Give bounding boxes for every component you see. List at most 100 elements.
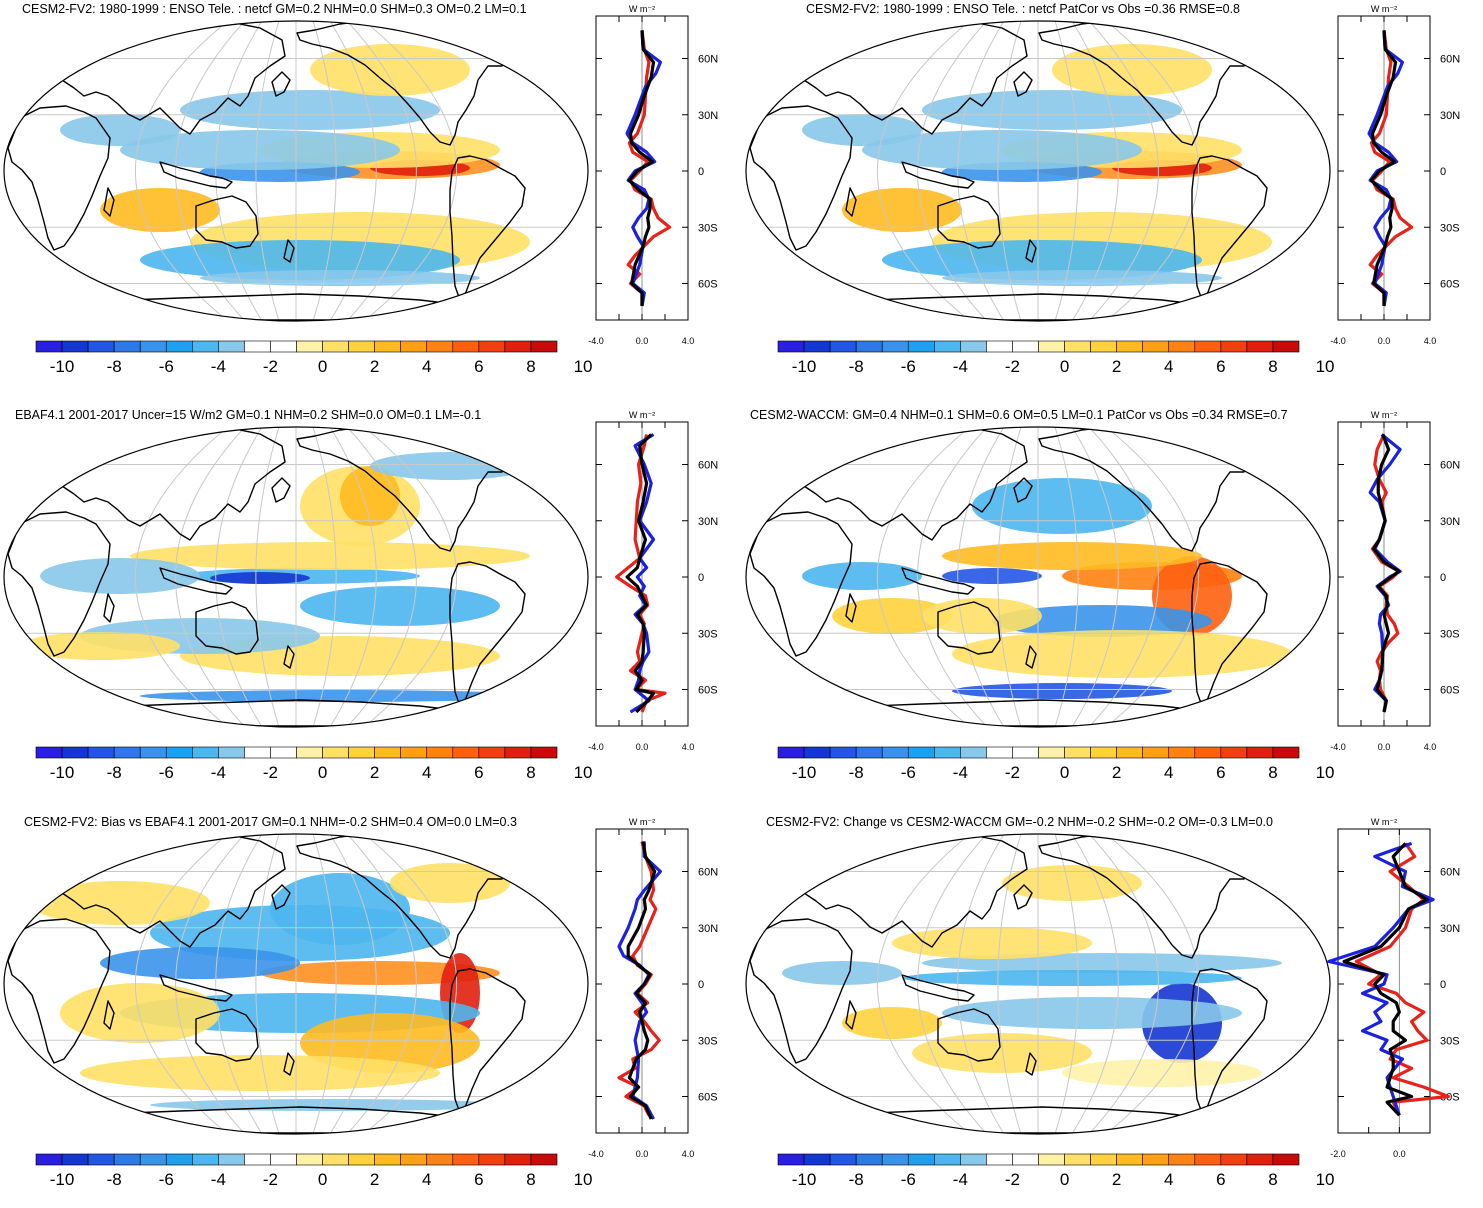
profile-unit: W m⁻² bbox=[629, 410, 655, 420]
profile-unit: W m⁻² bbox=[1371, 4, 1397, 14]
lat-tick-label: 60N bbox=[1440, 54, 1460, 66]
panel-5: CESM2-FV2: Bias vs EBAF4.1 2001-2017 GM=… bbox=[0, 813, 741, 1208]
colorbar-swatch bbox=[1064, 340, 1091, 353]
coastline bbox=[771, 834, 1028, 948]
colorbar-swatch bbox=[986, 340, 1013, 353]
colorbar-swatch bbox=[348, 340, 375, 353]
colorbar-swatch bbox=[1246, 746, 1274, 759]
coastline bbox=[937, 195, 1001, 249]
colorbar-label: 4 bbox=[422, 1170, 431, 1189]
colorbar-label: 2 bbox=[1112, 1170, 1121, 1189]
colorbar-swatch bbox=[1272, 746, 1300, 759]
colorbar: -10 -8 -6 -4 -2 0 2 4 6 8 10 bbox=[777, 340, 1335, 376]
colorbar-swatch bbox=[1168, 746, 1196, 759]
colorbar-label: 6 bbox=[1216, 763, 1225, 782]
lat-tick-label: 0 bbox=[1440, 166, 1446, 178]
colorbar-swatch bbox=[1090, 340, 1117, 353]
coastline bbox=[195, 601, 259, 655]
profile-unit: W m⁻² bbox=[629, 4, 655, 14]
zonal-profile: -4.0 0.0 4.0 W m⁻² 60N 30N 0 30S 60S bbox=[588, 410, 718, 752]
coastline bbox=[901, 161, 975, 189]
colorbar-swatch bbox=[803, 746, 831, 759]
colorbar-swatch bbox=[777, 340, 805, 353]
colorbar-label: -4 bbox=[211, 357, 226, 376]
colorbar-swatch bbox=[504, 340, 532, 353]
field-anomaly bbox=[842, 1007, 942, 1039]
field-anomaly bbox=[902, 970, 1242, 986]
field-anomaly bbox=[1062, 1059, 1262, 1087]
zonal-profile: -4.0 0.0 4.0 W m⁻² 60N 30N 0 30S 60S bbox=[1330, 4, 1460, 346]
colorbar-swatch bbox=[165, 340, 193, 353]
field-anomaly bbox=[140, 690, 540, 702]
colorbar-label: -6 bbox=[901, 763, 916, 782]
meridian-line bbox=[363, 21, 457, 321]
coastline bbox=[845, 187, 857, 217]
field-anomaly bbox=[340, 466, 400, 526]
coastline bbox=[296, 21, 506, 146]
meridian-line bbox=[346, 834, 417, 1134]
coastline bbox=[283, 1052, 295, 1076]
colorbar-label: -2 bbox=[263, 1170, 278, 1189]
meridian-line bbox=[1071, 834, 1119, 1134]
colorbar-swatch bbox=[1012, 340, 1039, 353]
colorbar-label: 8 bbox=[526, 763, 535, 782]
profile-xtick-label: 4.0 bbox=[682, 336, 695, 346]
profile-xtick-label: -4.0 bbox=[1330, 336, 1346, 346]
field-anomaly bbox=[952, 630, 1292, 678]
colorbar-swatch bbox=[35, 340, 63, 353]
colorbar-swatch bbox=[1194, 340, 1222, 353]
coastline bbox=[7, 105, 111, 251]
field-anomaly bbox=[60, 114, 180, 146]
profile-xtick-label: 4.0 bbox=[682, 742, 695, 752]
meridian-line bbox=[997, 427, 1022, 727]
meridian-line bbox=[957, 21, 1005, 321]
profile-xtick-label: 4.0 bbox=[682, 1149, 695, 1159]
colorbar-label: -8 bbox=[107, 357, 122, 376]
colorbar-swatch bbox=[192, 746, 219, 759]
colorbar-swatch bbox=[452, 1153, 480, 1166]
lat-tick-label: 30S bbox=[698, 222, 718, 234]
field-anomaly bbox=[942, 542, 1202, 570]
colorbar-swatch bbox=[530, 1153, 558, 1166]
field-anomaly bbox=[942, 270, 1222, 286]
lat-tick-label: 30S bbox=[1440, 628, 1460, 640]
meridian-line bbox=[957, 427, 1005, 727]
meridian-line bbox=[957, 834, 1005, 1134]
meridian-line bbox=[312, 21, 337, 321]
field-anomaly bbox=[100, 188, 220, 232]
coastline bbox=[1191, 561, 1268, 707]
lat-tick-label: 0 bbox=[1440, 572, 1446, 584]
profile-xtick-label: 0.0 bbox=[1378, 336, 1391, 346]
colorbar-swatch bbox=[1064, 1153, 1091, 1166]
meridian-line bbox=[1105, 21, 1199, 321]
map-plot: -10 -8 -6 -4 -2 0 2 4 6 8 10 -4.0 0.0 4.0 W m⁻² 60N 30N 0… bbox=[745, 4, 1460, 376]
meridian-line bbox=[135, 427, 229, 727]
map-border bbox=[745, 20, 1331, 322]
lat-tick-label: 60N bbox=[698, 54, 718, 66]
colorbar-swatch bbox=[139, 340, 167, 353]
colorbar: -10 -8 -6 -4 -2 0 2 4 6 8 10 bbox=[35, 340, 593, 376]
meridian-line bbox=[329, 427, 377, 727]
coastline bbox=[1038, 21, 1248, 146]
field-anomaly bbox=[130, 542, 530, 570]
coastline bbox=[937, 601, 1001, 655]
colorbar-swatch bbox=[829, 1153, 857, 1166]
colorbar-swatch bbox=[504, 1153, 532, 1166]
colorbar-swatch bbox=[1012, 1153, 1039, 1166]
field-layer bbox=[782, 865, 1282, 1087]
coastline bbox=[283, 239, 295, 263]
colorbar-label: 4 bbox=[422, 357, 431, 376]
meridian-line bbox=[1071, 21, 1119, 321]
colorbar-label: -4 bbox=[211, 763, 226, 782]
coastline bbox=[29, 21, 286, 135]
colorbar-label: 10 bbox=[574, 763, 593, 782]
coastline bbox=[937, 1008, 1001, 1062]
meridian-line bbox=[346, 21, 417, 321]
coastline bbox=[296, 834, 506, 959]
meridian-line bbox=[346, 427, 417, 727]
colorbar-label: 4 bbox=[1164, 357, 1173, 376]
colorbar-swatch bbox=[348, 746, 375, 759]
meridian-line bbox=[135, 834, 229, 1134]
colorbar-swatch bbox=[270, 1153, 297, 1166]
colorbar-label: 4 bbox=[1164, 763, 1173, 782]
